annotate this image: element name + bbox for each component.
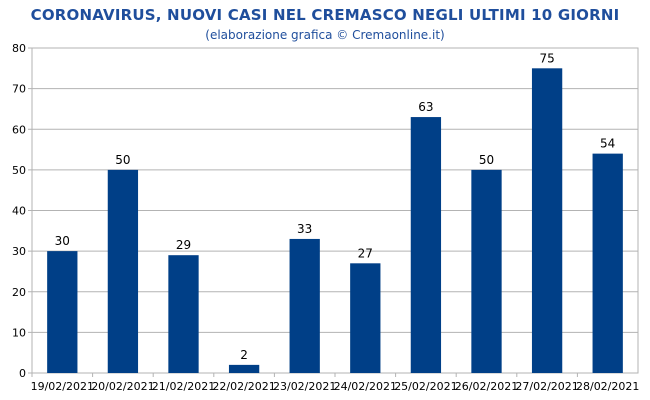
x-tick-label: 26/02/2021 xyxy=(455,380,518,393)
bar xyxy=(228,364,260,373)
bar xyxy=(350,263,381,373)
data-label: 30 xyxy=(55,234,70,248)
bar xyxy=(471,169,502,373)
data-label: 33 xyxy=(297,222,312,236)
chart-title: CORONAVIRUS, NUOVI CASI NEL CREMASCO NEG… xyxy=(30,6,620,24)
x-tick-label: 27/02/2021 xyxy=(515,380,578,393)
data-label: 50 xyxy=(479,153,494,167)
y-tick-label: 50 xyxy=(12,164,26,177)
data-label: 29 xyxy=(176,238,191,252)
x-tick-label: 25/02/2021 xyxy=(394,380,457,393)
y-tick-label: 10 xyxy=(12,326,26,339)
data-label: 27 xyxy=(358,246,373,260)
y-tick-label: 60 xyxy=(12,123,26,136)
y-tick-label: 0 xyxy=(19,367,26,380)
y-tick-label: 30 xyxy=(12,245,26,258)
x-tick-label: 23/02/2021 xyxy=(273,380,336,393)
x-tick-label: 24/02/2021 xyxy=(334,380,397,393)
chart-subtitle: (elaborazione grafica © Cremaonline.it) xyxy=(205,28,445,42)
x-tick-label: 28/02/2021 xyxy=(576,380,639,393)
y-tick-label: 80 xyxy=(12,42,26,55)
x-tick-label: 22/02/2021 xyxy=(212,380,275,393)
data-label: 50 xyxy=(115,153,130,167)
bar xyxy=(107,169,139,373)
data-label: 63 xyxy=(418,100,433,114)
x-tick-label: 19/02/2021 xyxy=(31,380,94,393)
bar xyxy=(289,238,320,373)
bar xyxy=(168,255,199,373)
data-label: 75 xyxy=(539,51,554,65)
data-label: 2 xyxy=(240,348,248,362)
x-tick-label: 21/02/2021 xyxy=(152,380,215,393)
bar xyxy=(47,251,78,373)
y-tick-label: 20 xyxy=(12,286,26,299)
x-tick-label: 20/02/2021 xyxy=(91,380,154,393)
y-tick-label: 40 xyxy=(12,205,26,218)
bar xyxy=(410,117,442,373)
data-label: 54 xyxy=(600,137,615,151)
bar xyxy=(592,153,623,373)
y-tick-label: 70 xyxy=(12,83,26,96)
bar xyxy=(531,68,563,373)
